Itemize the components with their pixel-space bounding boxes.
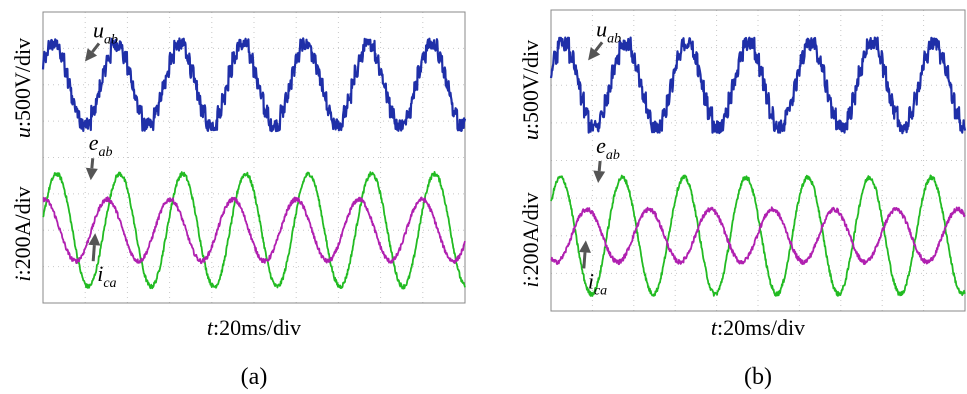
arrow-shaft — [582, 252, 587, 269]
arrow-shaft — [91, 42, 101, 53]
panel-b-annotation-eab: eab — [593, 133, 620, 183]
panel-a-series-ica — [42, 196, 466, 265]
panel-b-annotation-uab: uab — [588, 16, 621, 61]
panel-b-annotation-ica: ica — [579, 240, 607, 298]
panel-b-annotations: uab eab ica — [579, 16, 621, 298]
arrow-head-icon — [593, 170, 606, 183]
arrow-head-icon — [579, 240, 591, 253]
panel-b-series-uab — [549, 36, 967, 135]
arrow-shaft — [91, 245, 96, 262]
panel-b-annotation-label: ica — [588, 268, 607, 298]
panel-b-series-eab — [550, 174, 966, 297]
panel-a: uab eab ica u:500V/div i:200A/div t:20ms/d… — [10, 11, 467, 390]
panel-b-caption: (b) — [744, 364, 772, 390]
panel-a-annotation-eab: eab — [85, 130, 113, 181]
arrow-head-icon — [84, 48, 98, 62]
arrow-head-icon — [85, 167, 98, 181]
panel-b-frame — [550, 9, 966, 312]
panel-b-waveforms — [549, 36, 967, 297]
arrow-shaft — [597, 160, 602, 172]
panel-a-ylabel-top: u:500V/div — [10, 38, 35, 138]
panel-b-annotation-label: uab — [596, 16, 621, 46]
panel-a-annotation-ica: ica — [88, 233, 117, 291]
panel-a-xlabel: t:20ms/div — [207, 315, 301, 340]
arrow-shaft — [594, 41, 604, 52]
panel-b-ylabel-top: u:500V/div — [518, 40, 543, 140]
panel-b: uab eab ica u:500V/div i:200A/div t:20ms/d… — [518, 9, 967, 390]
panel-a-annotation-label: uab — [93, 17, 118, 47]
panel-a-caption: (a) — [241, 364, 268, 390]
panel-a-frame — [42, 11, 466, 304]
panel-b-xlabel: t:20ms/div — [711, 315, 805, 340]
panel-b-annotation-label: eab — [596, 133, 620, 163]
arrow-head-icon — [588, 47, 601, 61]
panel-a-annotations: uab eab ica — [84, 17, 118, 291]
panel-b-ylabel-bottom: i:200A/div — [518, 192, 543, 287]
arrow-head-icon — [88, 233, 101, 246]
panel-a-ylabel-bottom: i:200A/div — [10, 186, 35, 281]
panel-a-series-eab — [42, 170, 466, 290]
panel-a-series-uab — [41, 37, 467, 133]
panel-a-waveforms — [41, 37, 467, 290]
arrow-shaft — [90, 158, 95, 169]
panel-a-annotation-label: eab — [89, 130, 113, 160]
panel-a-annotation-label: ica — [97, 261, 116, 291]
panel-b-series-ica — [550, 206, 966, 266]
panel-a-annotation-uab: uab — [84, 17, 118, 62]
